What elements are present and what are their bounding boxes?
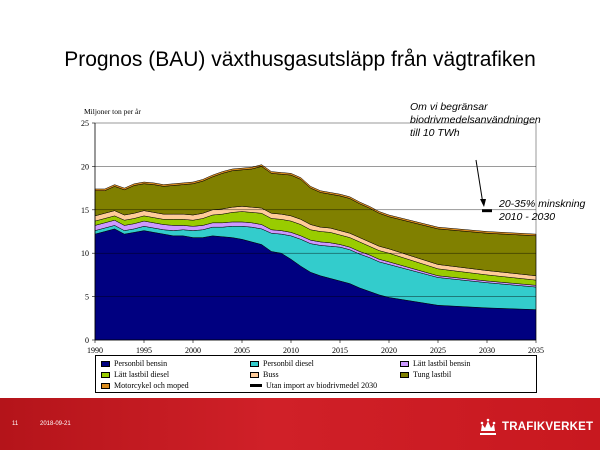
- chart-legend: Personbil bensin Lätt lastbil diesel Mot…: [95, 355, 537, 393]
- legend-item: Buss: [250, 370, 279, 379]
- reference-marker: [482, 209, 492, 213]
- legend-label: Lätt lastbil diesel: [114, 370, 170, 379]
- legend-swatch: [250, 360, 259, 367]
- legend-item: Personbil bensin: [101, 359, 167, 368]
- annotation-line: 2010 - 2030: [499, 211, 556, 223]
- legend-label: Personbil bensin: [114, 359, 168, 368]
- legend-item: Motorcykel och moped: [101, 381, 189, 390]
- slide-title: Prognos (BAU) växthusgasutsläpp från väg…: [64, 48, 536, 71]
- trafikverket-logo: TRAFIKVERKET: [478, 418, 593, 436]
- x-tick-label: 2030: [479, 346, 495, 355]
- y-tick-label: 25: [81, 119, 89, 128]
- legend-line-swatch: [250, 384, 262, 387]
- annotation-line: Om vi begränsar: [410, 101, 488, 113]
- legend-label: Buss: [263, 370, 279, 379]
- legend-swatch: [250, 371, 259, 378]
- annotation-line: biodrivmedelsanvändningen: [410, 114, 541, 126]
- legend-item: Personbil diesel: [250, 359, 314, 368]
- x-tick-label: 2020: [381, 346, 397, 355]
- y-tick-label: 10: [81, 249, 89, 258]
- annotation-line: till 10 TWh: [410, 127, 460, 139]
- page-number: 11: [12, 421, 19, 427]
- x-tick-label: 2015: [332, 346, 348, 355]
- legend-swatch: [400, 360, 409, 367]
- legend-item: Lätt lastbil bensin: [400, 359, 470, 368]
- annotation-biofuel-limit: Om vi begränsar biodrivmedelsanvändninge…: [410, 101, 560, 140]
- legend-label: Lätt lastbil bensin: [413, 359, 471, 368]
- y-axis-ticks: 0 5 10 15 20 25: [81, 119, 95, 345]
- chart-areas: [94, 164, 537, 341]
- annotation-line: 20-35% minskning: [499, 198, 586, 210]
- legend-swatch: [101, 360, 110, 367]
- x-axis-ticks: 1990 1995 2000 2005 2010 2015 2020 2025 2030 2035: [87, 340, 544, 355]
- legend-label: Utan import av biodrivmedel 2030: [266, 381, 378, 390]
- x-tick-label: 2000: [185, 346, 201, 355]
- x-tick-label: 1995: [136, 346, 152, 355]
- x-tick-label: 2005: [234, 346, 250, 355]
- y-tick-label: 15: [81, 206, 89, 215]
- x-tick-label: 2025: [430, 346, 446, 355]
- x-tick-label: 2010: [283, 346, 299, 355]
- legend-swatch: [101, 371, 110, 378]
- y-tick-label: 5: [85, 293, 89, 302]
- footer-bar: 11 2018-09-21 TRAFIKVERKET: [0, 398, 600, 450]
- legend-swatch: [400, 371, 409, 378]
- reference-marker-bar: [482, 209, 492, 213]
- logo-text: TRAFIKVERKET: [502, 421, 594, 433]
- y-axis-label: Miljoner ton per år: [84, 107, 141, 116]
- legend-item: Lätt lastbil diesel: [101, 370, 169, 379]
- footer-date: 2018-09-21: [40, 421, 71, 427]
- y-tick-label: 20: [81, 162, 89, 171]
- x-tick-label: 1990: [87, 346, 103, 355]
- legend-item: Utan import av biodrivmedel 2030: [250, 381, 377, 390]
- legend-label: Tung lastbil: [413, 370, 452, 379]
- x-tick-label: 2035: [528, 346, 544, 355]
- legend-item: Tung lastbil: [400, 370, 451, 379]
- crown-icon: [480, 418, 496, 435]
- annotation-reduction: 20-35% minskning 2010 - 2030: [499, 198, 599, 224]
- gridlines: [95, 122, 536, 297]
- legend-swatch: [101, 382, 110, 389]
- annotation-arrow: [475, 159, 484, 205]
- legend-label: Motorcykel och moped: [114, 381, 189, 390]
- y-tick-label: 0: [85, 336, 89, 345]
- annotation-arrowhead: [480, 199, 486, 207]
- legend-label: Personbil diesel: [263, 359, 314, 368]
- chart-axes: [94, 123, 537, 341]
